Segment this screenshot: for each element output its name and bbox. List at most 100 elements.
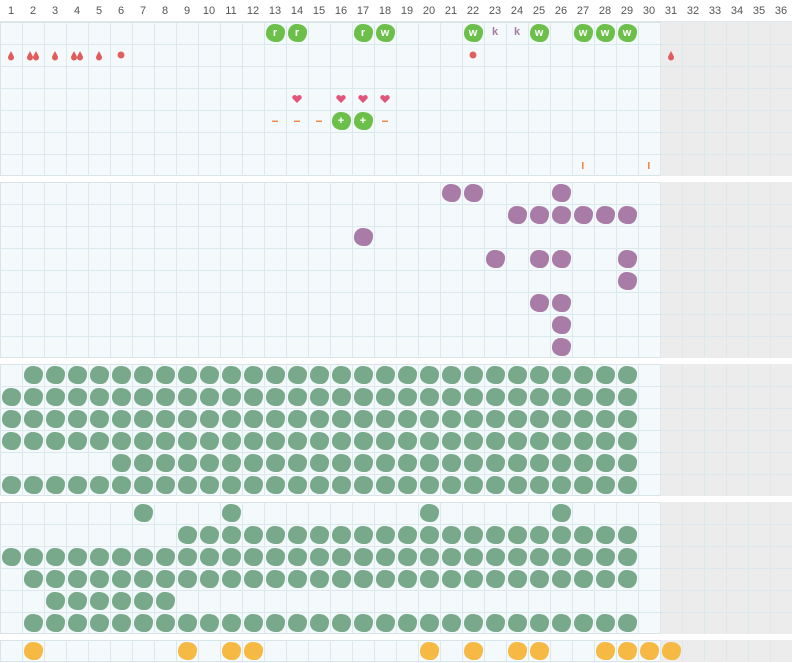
habit-mark xyxy=(309,410,329,428)
dot xyxy=(117,51,125,59)
habit-mark xyxy=(485,548,505,566)
habit-mark xyxy=(397,432,417,450)
grid-line xyxy=(220,640,221,662)
habit-mark xyxy=(353,548,373,566)
grid-line xyxy=(88,640,89,662)
habit-mark xyxy=(23,476,43,494)
habit-mark xyxy=(23,388,43,406)
grid-line xyxy=(0,132,792,133)
habit-mark xyxy=(617,476,637,494)
habit-mark xyxy=(287,410,307,428)
habit-mark xyxy=(507,570,527,588)
habit-mark xyxy=(617,642,637,660)
grid-line xyxy=(0,88,792,89)
grid-line xyxy=(0,292,792,293)
grid-line xyxy=(462,22,463,176)
dash xyxy=(382,120,388,122)
grid-line xyxy=(0,314,792,315)
habit-mark xyxy=(155,410,175,428)
habit-mark xyxy=(331,548,351,566)
habit-mark xyxy=(221,548,241,566)
habit-mark xyxy=(419,570,439,588)
day-header: 19 xyxy=(400,5,414,17)
grid-line xyxy=(154,22,155,176)
habit-mark xyxy=(133,614,153,632)
habit-mark xyxy=(265,526,285,544)
habit-mark xyxy=(353,614,373,632)
habit-mark xyxy=(287,548,307,566)
habit-mark xyxy=(595,366,615,384)
habit-mark xyxy=(309,476,329,494)
habit-mark xyxy=(331,476,351,494)
habit-mark xyxy=(23,366,43,384)
habit-mark xyxy=(111,548,131,566)
habit-mark xyxy=(661,642,681,660)
habit-mark xyxy=(45,410,65,428)
habit-mark xyxy=(529,476,549,494)
habit-mark xyxy=(419,454,439,472)
habit-mark xyxy=(45,432,65,450)
habit-mark xyxy=(551,504,571,522)
habit-mark xyxy=(375,570,395,588)
habit-mark xyxy=(529,388,549,406)
habit-mark xyxy=(551,184,571,202)
day-header: 18 xyxy=(378,5,392,17)
habit-mark xyxy=(133,432,153,450)
habit-mark xyxy=(287,454,307,472)
grid-line xyxy=(638,640,639,662)
grid-line xyxy=(0,546,792,547)
habit-mark xyxy=(243,570,263,588)
grid-line xyxy=(484,640,485,662)
habit-mark xyxy=(287,476,307,494)
habit-mark xyxy=(243,388,263,406)
grid-line xyxy=(0,248,792,249)
habit-mark xyxy=(397,388,417,406)
habit-mark xyxy=(397,614,417,632)
habit-mark xyxy=(67,410,87,428)
habit-mark xyxy=(67,548,87,566)
habit-mark xyxy=(199,526,219,544)
habit-mark xyxy=(375,614,395,632)
habit-mark xyxy=(331,432,351,450)
habit-mark: + xyxy=(331,112,351,130)
habit-mark xyxy=(551,454,571,472)
habit-mark xyxy=(485,614,505,632)
habit-mark xyxy=(529,294,549,312)
habit-mark xyxy=(89,548,109,566)
grid-line xyxy=(176,22,177,176)
habit-mark xyxy=(155,570,175,588)
habit-mark xyxy=(375,432,395,450)
day-header: 20 xyxy=(422,5,436,17)
habit-mark xyxy=(551,570,571,588)
grid-line xyxy=(0,336,792,337)
habit-mark xyxy=(199,388,219,406)
grid-line xyxy=(242,22,243,176)
drop xyxy=(668,51,674,61)
habit-mark xyxy=(353,388,373,406)
habit-mark: + xyxy=(353,112,373,130)
grid-line xyxy=(286,22,287,176)
grid-line xyxy=(440,640,441,662)
habit-mark xyxy=(177,548,197,566)
grid-line xyxy=(704,640,705,662)
habit-mark xyxy=(507,388,527,406)
habit-mark xyxy=(485,410,505,428)
habit-mark xyxy=(419,614,439,632)
grid-line xyxy=(0,154,792,155)
habit-mark xyxy=(199,548,219,566)
habit-mark xyxy=(177,570,197,588)
grid-line xyxy=(308,22,309,176)
habit-letter: k xyxy=(491,26,499,38)
habit-mark xyxy=(331,526,351,544)
habit-mark xyxy=(265,366,285,384)
habit-mark xyxy=(265,432,285,450)
habit-mark xyxy=(463,476,483,494)
habit-mark xyxy=(507,526,527,544)
habit-mark: w xyxy=(595,24,615,42)
habit-mark xyxy=(397,476,417,494)
grid-line xyxy=(418,22,419,176)
habit-mark xyxy=(133,366,153,384)
habit-mark xyxy=(111,366,131,384)
habit-mark xyxy=(397,454,417,472)
grid-line xyxy=(594,640,595,662)
